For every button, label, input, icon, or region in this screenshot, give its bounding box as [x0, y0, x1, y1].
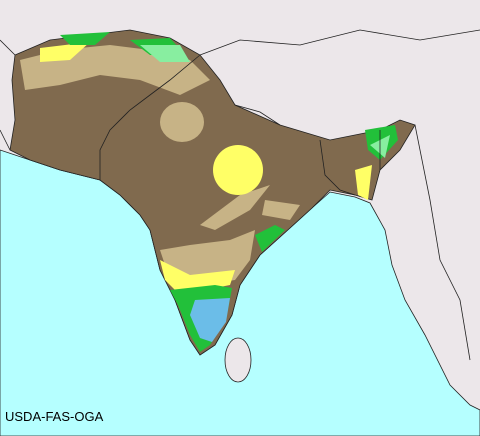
sri-lanka: [224, 337, 252, 383]
blue-zone: [190, 298, 230, 342]
region: [9, 29, 416, 356]
borders: [0, 29, 480, 361]
yellow-zones: [40, 42, 372, 295]
credit: USDA-FAS-OGA: [5, 409, 104, 424]
